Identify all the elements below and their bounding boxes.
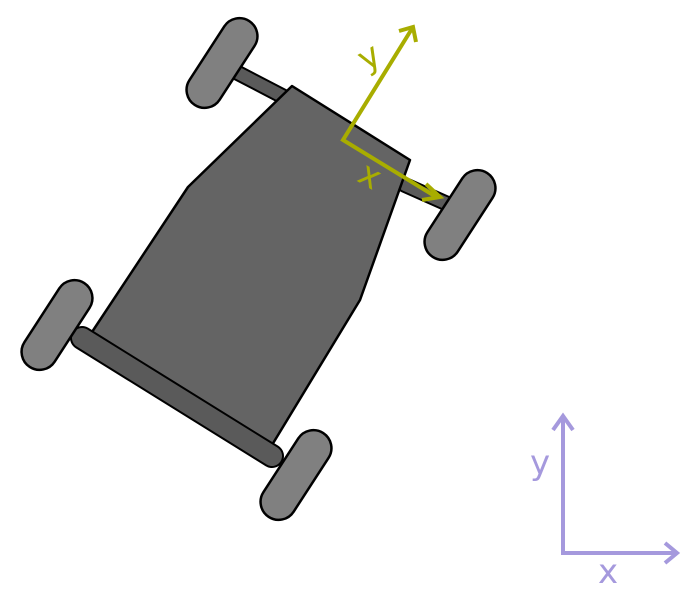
wheel-top-right bbox=[423, 168, 497, 262]
wheel-top-left bbox=[185, 16, 259, 110]
chassis bbox=[88, 84, 412, 447]
world-frame-axis-lines bbox=[561, 418, 675, 555]
world-y-arrowhead bbox=[551, 412, 575, 432]
body-y-label: y bbox=[350, 35, 387, 80]
world-frame-axes: y x bbox=[530, 412, 681, 592]
world-x-arrowhead bbox=[663, 541, 681, 565]
body-frame-axis-lines bbox=[340, 25, 440, 200]
world-x-label: x bbox=[598, 552, 618, 592]
rear-left-axle-fill bbox=[230, 66, 290, 103]
front-right-axle-fill bbox=[399, 179, 456, 211]
world-y-label: y bbox=[530, 443, 550, 483]
body-x-arrowhead bbox=[421, 182, 445, 202]
wheel-bottom-right bbox=[259, 428, 333, 522]
wheel-bottom-left bbox=[20, 278, 94, 372]
body-y-arrowhead bbox=[398, 24, 418, 43]
robot-car bbox=[20, 16, 497, 522]
bumper-fill bbox=[72, 328, 282, 466]
